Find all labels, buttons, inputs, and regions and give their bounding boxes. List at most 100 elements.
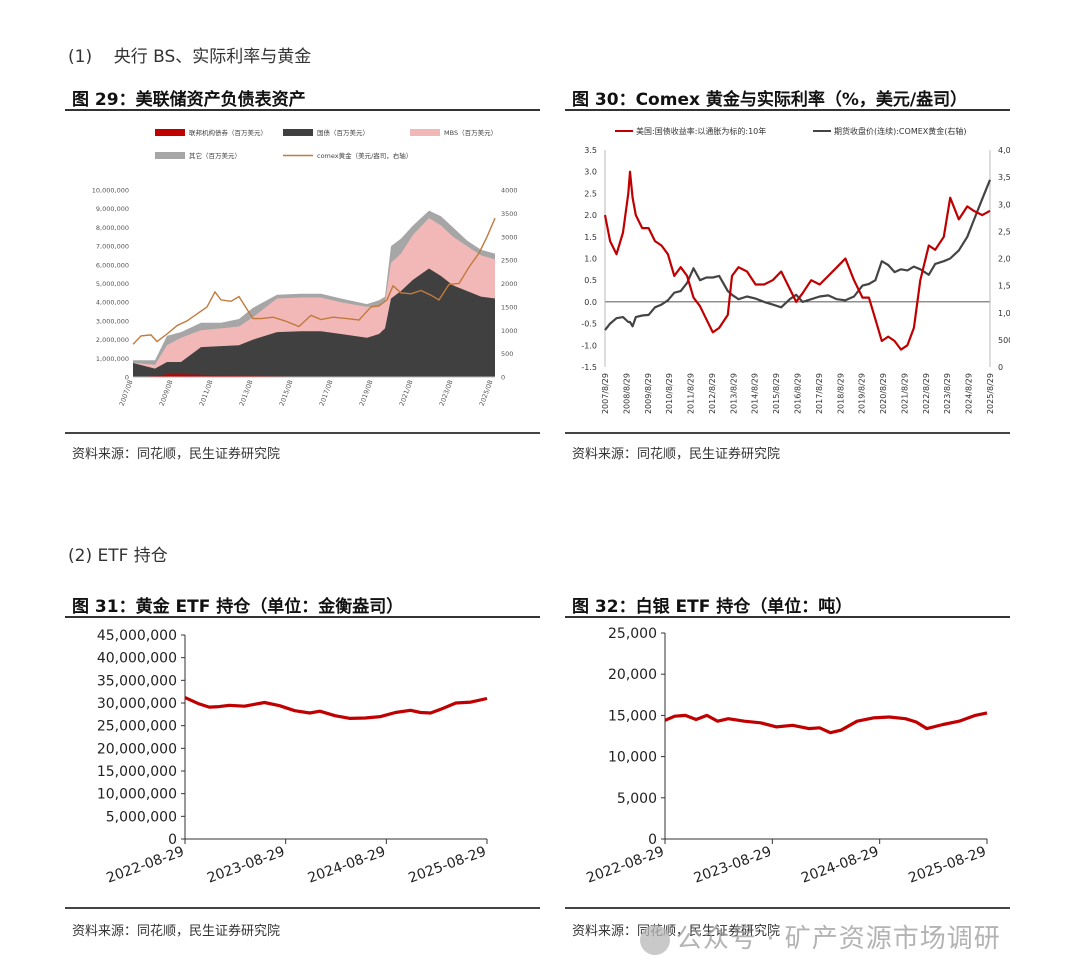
legend-label-2: MBS（百万美元） — [444, 128, 497, 137]
x-tick-label-15: 2022/8/29 — [922, 373, 931, 414]
legend-swatch-2 — [410, 129, 440, 136]
y2-tick-label-7: 3500 — [501, 210, 518, 218]
y-tick-label-1: -1.0 — [581, 341, 597, 350]
x-tick-label-3: 2010/8/29 — [665, 373, 674, 414]
x-tick-label-5: 2017/08 — [318, 379, 335, 407]
x-tick-label-6: 2019/08 — [358, 379, 375, 407]
x-tick-label-1: 2023-08-29 — [692, 844, 774, 887]
y2-tick-label-0: 0 — [501, 374, 505, 382]
section-2-label: ETF 持仓 — [97, 546, 168, 566]
y-tick-label-4: 20,000 — [608, 667, 657, 683]
section-2-heading: (2) ETF 持仓 — [68, 541, 168, 566]
y-tick-label-5: 5,000,000 — [96, 280, 129, 288]
x-tick-label-11: 2018/8/29 — [836, 373, 845, 414]
fed-balance-sheet-chart: 0 1,000,000 2,000,000 3,000,000 4,000,000 5,0… — [92, 128, 518, 407]
legend-label-0: 联邦机构债券（百万美元） — [189, 128, 267, 137]
watermark-text: 公众号 · 矿产资源市场调研 — [676, 924, 1001, 954]
x-tick-label-9: 2025/08 — [478, 379, 495, 407]
x-tick-label-13: 2020/8/29 — [879, 373, 888, 414]
x-tick-label-16: 2023/8/29 — [943, 373, 952, 414]
x-tick-label-6: 2013/8/29 — [729, 373, 738, 414]
figure-32-title-rule — [565, 616, 1010, 618]
y-tick-label-6: 6,000,000 — [96, 261, 129, 269]
section-2-number: (2) — [68, 546, 93, 566]
y2-tick-label-8: 4000 — [501, 187, 518, 195]
x-tick-label-4: 2015/08 — [278, 379, 295, 407]
legend-swatch-1 — [283, 129, 313, 136]
x-tick-label-7: 2021/08 — [398, 379, 415, 407]
y-tick-label-8: 8,000,000 — [96, 224, 129, 232]
figure-31-title-rule — [65, 616, 540, 618]
figure-29-bottom-rule — [65, 432, 540, 434]
figure-32-title: 图 32：白银 ETF 持仓（单位：吨） — [572, 597, 853, 617]
x-tick-label-8: 2023/08 — [438, 379, 455, 407]
y-tick-label-2: -0.5 — [581, 320, 597, 329]
figure-30-title-rule — [565, 109, 1010, 111]
figure-30-source: 资料来源：同花顺，民生证券研究院 — [572, 447, 781, 462]
x-tick-label-1: 2023-08-29 — [205, 844, 287, 887]
x-tick-label-4: 2011/8/29 — [687, 373, 696, 414]
y2-tick-label-1: 500 — [998, 336, 1010, 345]
y-tick-label-6: 30,000,000 — [97, 696, 177, 712]
x-tick-label-12: 2019/8/29 — [858, 373, 867, 414]
y2-tick-label-6: 3,000 — [998, 200, 1010, 209]
y-tick-label-3: 0.0 — [584, 298, 597, 307]
x-tick-label-2: 2024-08-29 — [306, 844, 388, 887]
y-tick-label-3: 15,000,000 — [97, 764, 177, 780]
y-tick-label-9: 45,000,000 — [97, 628, 177, 644]
y-tick-label-2: 10,000,000 — [97, 787, 177, 803]
etf-holdings-line — [664, 711, 988, 735]
y-tick-label-3: 15,000 — [608, 708, 657, 724]
legend-label-1: 期货收盘价(连续):COMEX黄金(右轴) — [834, 126, 967, 136]
x-tick-label-3: 2025-08-29 — [406, 844, 488, 887]
wechat-icon — [640, 924, 670, 955]
y-tick-label-4: 20,000,000 — [97, 741, 177, 757]
y-tick-label-0: -1.5 — [581, 363, 597, 372]
y-tick-label-1: 5,000,000 — [106, 809, 177, 825]
comex-gold-line — [604, 179, 992, 331]
x-tick-label-3: 2013/08 — [238, 379, 255, 407]
x-tick-label-3: 2025-08-29 — [906, 844, 988, 887]
figure-32-source: 资料来源：同花顺，民生证券研究院 — [572, 924, 781, 939]
silver-etf-holdings-chart: 0 5,000 10,000 15,000 20,000 25,000 2022-08-29… — [584, 626, 988, 887]
y2-tick-label-5: 2,500 — [998, 227, 1010, 236]
y-tick-label-2: 2,000,000 — [96, 336, 129, 344]
figure-29-source: 资料来源：同花顺，民生证券研究院 — [72, 447, 281, 462]
y-tick-label-2: 10,000 — [608, 750, 657, 766]
area-series-2 — [133, 268, 495, 377]
y-tick-label-10: 3.5 — [584, 146, 597, 155]
figure-30-title: 图 30：Comex 黄金与实际利率（%，美元/盎司） — [572, 90, 968, 110]
x-tick-label-2: 2009/8/29 — [644, 373, 653, 414]
x-tick-label-1: 2008/8/29 — [622, 373, 631, 414]
x-tick-label-2: 2024-08-29 — [799, 844, 881, 887]
y-tick-label-1: 1,000,000 — [96, 355, 129, 363]
legend-label-4: comex黄金（美元/盎司，右轴） — [317, 151, 412, 160]
figure-32-bottom-rule — [565, 907, 1010, 909]
x-tick-label-18: 2025/8/29 — [986, 373, 995, 414]
y-tick-label-7: 2.0 — [584, 211, 597, 220]
figure-30-chart: -1.5 -1.0 -0.5 0.0 0.5 1.0 1.5 2.0 2.5 3.0 3.5 0 500… — [565, 112, 1021, 430]
y-tick-label-5: 25,000 — [608, 626, 657, 642]
section-1-heading: (1) 央行 BS、实际利率与黄金 — [68, 42, 311, 67]
section-1-label: 央行 BS、实际利率与黄金 — [113, 47, 312, 67]
legend-label-0: 美国:国债收益率:以通胀为标的:10年 — [636, 126, 766, 136]
y2-tick-label-1: 500 — [501, 350, 513, 358]
y2-tick-label-2: 1000 — [501, 327, 518, 335]
y-tick-label-9: 9,000,000 — [96, 205, 129, 213]
x-tick-label-7: 2014/8/29 — [751, 373, 760, 414]
figure-31-source: 资料来源：同花顺，民生证券研究院 — [72, 924, 281, 939]
y-tick-label-1: 5,000 — [617, 791, 657, 807]
x-tick-label-10: 2017/8/29 — [815, 373, 824, 414]
y-tick-label-5: 1.0 — [584, 255, 597, 264]
x-tick-label-5: 2012/8/29 — [708, 373, 717, 414]
section-1-number: (1) — [68, 47, 93, 67]
x-tick-label-9: 2016/8/29 — [794, 373, 803, 414]
gold-etf-holdings-chart: 0 5,000,000 10,000,000 15,000,000 20,000,000… — [97, 628, 489, 887]
gold-price-line — [132, 217, 496, 345]
y2-tick-label-3: 1500 — [501, 303, 518, 311]
figure-31-chart: 0 5,000,000 10,000,000 15,000,000 20,000,000… — [65, 619, 540, 904]
real-rate-line — [603, 170, 991, 351]
etf-holdings-line — [184, 696, 488, 720]
figure-31-bottom-rule — [65, 907, 540, 909]
figure-29-title-rule — [65, 109, 540, 111]
